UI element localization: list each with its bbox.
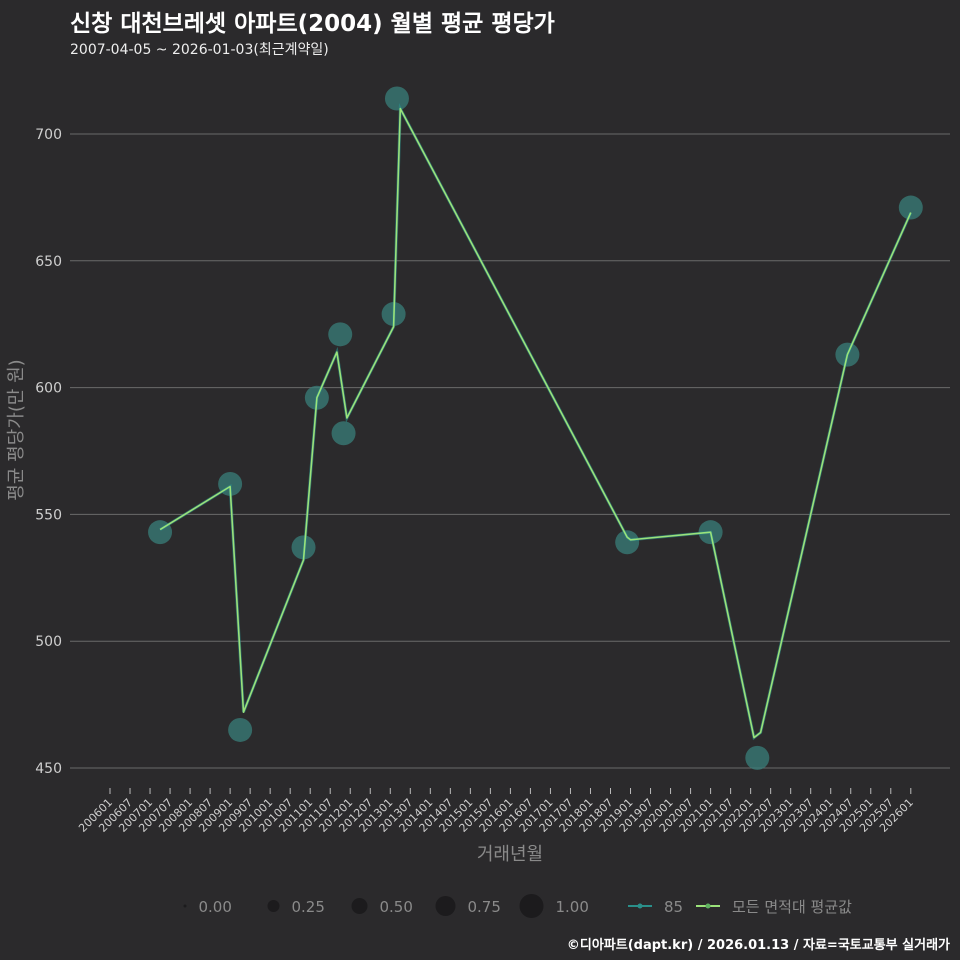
data-bubble	[328, 322, 353, 347]
size-legend-circle	[351, 898, 368, 914]
y-tick-label: 600	[35, 381, 62, 397]
data-bubble	[384, 86, 409, 111]
data-bubble	[331, 421, 356, 446]
chart-subtitle: 2007-04-05 ~ 2026-01-03(최근계약일)	[70, 42, 329, 58]
size-legend-label: 0.00	[199, 898, 232, 916]
legend-85-dot	[637, 903, 643, 909]
legend-85-label: 85	[664, 898, 683, 916]
size-legend-circle	[519, 894, 544, 918]
y-tick-label: 450	[35, 761, 62, 777]
size-legend-circle	[183, 904, 187, 908]
data-bubble	[745, 745, 770, 770]
size-legend-label: 0.75	[468, 898, 501, 916]
data-bubble	[898, 195, 923, 220]
legend-avg-label: 모든 면적대 평균값	[732, 898, 852, 916]
y-axis-label: 평균 평당가(만 원)	[6, 359, 27, 500]
series-85-line	[159, 102, 913, 741]
average-line	[159, 107, 912, 739]
y-tick-label: 650	[35, 254, 62, 270]
legend-avg-dot	[705, 903, 711, 909]
data-bubble	[228, 717, 253, 742]
data-bubble	[615, 530, 640, 555]
y-tick-label: 500	[35, 634, 62, 650]
size-legend-label: 0.50	[380, 898, 413, 916]
size-legend-label: 0.25	[292, 898, 325, 916]
size-legend-label: 1.00	[556, 898, 589, 916]
size-legend-circle	[267, 900, 280, 912]
x-axis-label: 거래년월	[477, 844, 543, 865]
y-tick-label: 700	[35, 127, 62, 143]
size-legend-circle	[435, 896, 456, 916]
chart-title: 신창 대천브레셋 아파트(2004) 월별 평균 평당가	[70, 11, 555, 37]
y-tick-label: 550	[35, 507, 62, 523]
source-caption: ©디아파트(dapt.kr) / 2026.01.13 / 자료=국토교통부 실…	[566, 938, 950, 953]
